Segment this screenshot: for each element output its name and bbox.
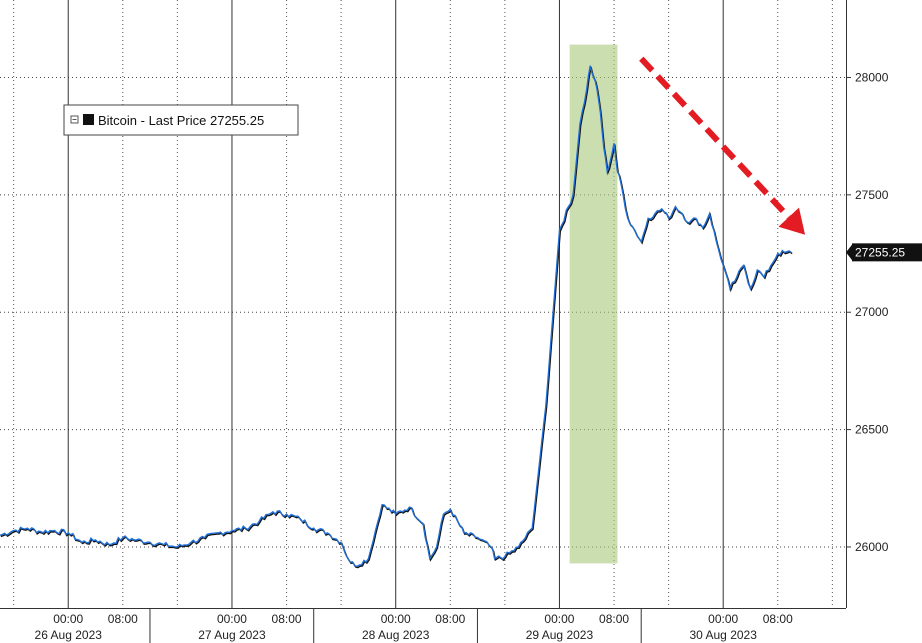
x-tick-label: 08:00 (272, 612, 302, 626)
date-label: 26 Aug 2023 (35, 628, 103, 642)
x-tick-label: 00:00 (544, 612, 574, 626)
x-tick-label: 00:00 (217, 612, 247, 626)
series-line (0, 65, 792, 568)
last-value-text: 27255.25 (855, 245, 905, 259)
date-label: 28 Aug 2023 (362, 628, 430, 642)
date-label: 30 Aug 2023 (689, 628, 757, 642)
x-tick-label: 08:00 (763, 612, 793, 626)
trend-arrow-head (778, 207, 806, 235)
x-tick-label: 08:00 (108, 612, 138, 626)
x-tick-label: 00:00 (381, 612, 411, 626)
last-value-pointer (846, 243, 853, 262)
series-shadow-line (0, 66, 793, 569)
last-value-label: 27255.25 (846, 243, 922, 262)
highlight-band (569, 44, 618, 564)
x-tick-label: 00:00 (708, 612, 738, 626)
legend-label: Bitcoin - Last Price 27255.25 (98, 113, 264, 128)
date-label: 27 Aug 2023 (198, 628, 266, 642)
last-value-box (852, 243, 922, 262)
axes: 26000 26500 27000 27500 28000 00:00 08:00 00:00… (0, 0, 889, 643)
legend-swatch (83, 114, 94, 125)
trend-arrow (639, 56, 806, 235)
y-tick-label: 28000 (855, 70, 889, 84)
y-tick-label: 27500 (855, 188, 889, 202)
plot-background (0, 0, 846, 608)
y-tick-label: 26500 (855, 423, 889, 437)
trend-arrow-shaft (639, 56, 791, 220)
legend: Bitcoin - Last Price 27255.25 (63, 104, 299, 136)
x-tick-label: 08:00 (599, 612, 629, 626)
legend-box (63, 104, 299, 136)
x-tick-label: 00:00 (53, 612, 83, 626)
y-tick-label: 27000 (855, 305, 889, 319)
x-tick-label: 08:00 (435, 612, 465, 626)
date-label: 29 Aug 2023 (526, 628, 594, 642)
price-series (0, 65, 793, 569)
y-tick-label: 26000 (855, 540, 889, 554)
